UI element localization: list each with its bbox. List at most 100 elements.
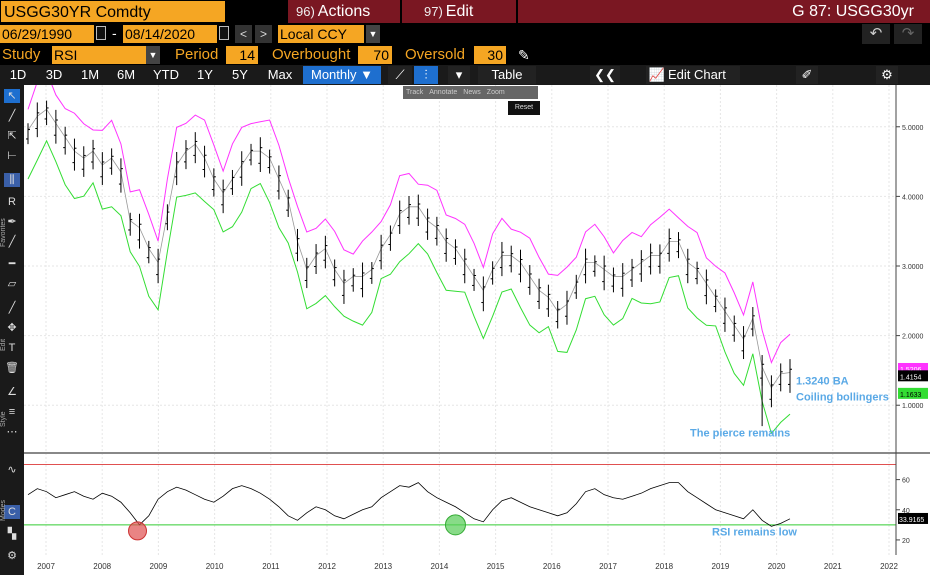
text-tool-icon[interactable]: T [8,342,16,354]
rsi-y-tick-label: 40 [902,508,910,515]
title-bar: USGG30YR Comdty 96) Actions 97) Edit G 87:… [0,0,930,23]
x-tick-label: 2020 [768,562,786,571]
period-button-1y[interactable]: 1Y [197,67,213,82]
oversold-label: Oversold [405,46,466,63]
lower-band-price-label-bg [898,387,928,399]
date-separator: - [112,25,117,41]
line-width-icon[interactable]: ≡ [8,406,16,418]
arrow-tool-icon[interactable]: ⇱ [7,130,17,142]
period-button-3d[interactable]: 3D [45,67,63,82]
favorites-label: Favorites [0,218,7,247]
y-tick-label: 1.0000 [902,403,924,410]
period-button-ytd[interactable]: YTD [153,67,179,82]
trend-tool-icon[interactable]: ⊢ [7,150,17,162]
mode-c-icon[interactable]: C [4,505,20,519]
overbought-field[interactable]: 70 [358,46,392,64]
rsi-y-tick-label: 20 [902,538,910,545]
start-date-field[interactable]: 06/29/1990 [0,25,94,43]
study-label: Study [2,46,41,63]
period-button-6m[interactable]: 6M [116,67,136,82]
settings-icon[interactable]: ⚙ [7,550,17,562]
pencil-icon[interactable]: ✎ [518,47,530,63]
x-tick-label: 2009 [150,562,168,571]
period-field[interactable]: 14 [226,46,258,64]
rsi-line [27,482,791,527]
cycles-icon[interactable]: ∿ [7,464,17,476]
calendar-icon[interactable] [96,26,106,40]
x-tick-label: 2022 [880,562,898,571]
x-tick-label: 2017 [599,562,617,571]
chart-toolbar: 1D 3D 1M 6M YTD 1Y 5Y Max Monthly ▼ ⟋ ⫶ ▾ Table… [0,65,930,85]
angle-tool-icon[interactable]: ∠ [7,386,17,398]
period-button-1m[interactable]: 1M [80,67,100,82]
actions-button[interactable]: 96) Actions [288,0,400,23]
study-bar: Study RSI ▼ Period 14 Overbought 70 Over… [0,44,930,65]
horizontal-line-icon[interactable]: ━ [8,258,16,270]
x-tick-label: 2015 [487,562,505,571]
track-button[interactable]: Track [406,89,424,96]
fib-tool-icon[interactable]: ⫼ [4,173,20,187]
currency-dropdown-icon[interactable]: ▼ [366,25,380,43]
edit-number: 97) [424,4,443,19]
reset-button[interactable]: Reset [508,101,540,115]
y-tick-label: 5.0000 [902,125,924,132]
x-tick-label: 2013 [374,562,392,571]
study-field[interactable]: RSI [52,46,148,64]
ruler-icon[interactable]: ▱ [7,278,17,290]
period-button-max[interactable]: Max [267,67,293,82]
security-ticker-field[interactable]: USGG30YR Comdty [0,0,226,23]
brush-icon[interactable]: ╱ [8,302,16,314]
x-tick-label: 2011 [262,562,280,571]
x-tick-label: 2019 [712,562,730,571]
modes-section-label: Modes [0,499,7,521]
edit-section-label: Edit [0,338,7,351]
brush-tool-icon[interactable]: ╱ [8,236,16,248]
delete-icon[interactable]: 🗑 [5,362,19,374]
zoom-button[interactable]: Zoom [486,89,505,96]
period-button-1d[interactable]: 1D [9,67,27,82]
edit-chart-icon[interactable]: 📈 [646,66,668,84]
chart-canvas[interactable]: 2007 2008 2009 2010 2011 2012 2013 2014 2015 2016… [24,85,930,575]
period-button-5y[interactable]: 5Y [232,67,248,82]
redo-icon[interactable]: ↷ [894,24,922,44]
move-icon[interactable]: ✥ [7,322,17,334]
study-dropdown-icon[interactable]: ▼ [146,46,160,64]
line-style-icon[interactable]: ⋯ [6,426,18,438]
currency-field[interactable]: Local CCY [278,25,364,43]
edit-chart-button[interactable]: Edit Chart [668,66,740,84]
mode-grid-icon[interactable]: ▚ [7,528,17,540]
annotation-ba: 1.3240 BA [796,375,849,387]
end-date-field[interactable]: 08/14/2020 [123,25,217,43]
upper-bollinger-band [27,85,791,364]
oversold-field[interactable]: 30 [474,46,506,64]
annotation-rsi-low: RSI remains low [712,526,797,538]
table-button[interactable]: Table [478,66,536,84]
draw-tool-icon[interactable]: ✐ [796,66,818,84]
rsi-oversold-marker-red [128,521,148,541]
chart-type-dropdown-icon[interactable]: ▾ [448,66,470,84]
rsi-y-tick-label: 60 [902,478,910,485]
undo-icon[interactable]: ↶ [862,24,890,44]
pitchfork-icon[interactable]: R [8,196,16,208]
bar-chart-icon[interactable]: ⫶ [414,66,438,84]
frequency-dropdown[interactable]: Monthly ▼ [303,66,381,84]
pen-tool-icon[interactable]: ✒ [7,216,17,228]
calendar-icon[interactable] [219,26,229,40]
x-tick-label: 2008 [93,562,111,571]
cursor-icon[interactable]: ↖ [4,89,20,103]
annotate-button[interactable]: Annotate [429,89,458,96]
previous-period-button[interactable]: < [235,25,252,43]
x-tick-label: 2012 [318,562,336,571]
line-tool-icon[interactable]: ╱ [8,110,16,122]
edit-button[interactable]: 97) Edit [402,0,516,23]
annotation-pierce: The pierce remains [690,428,790,440]
settings-gear-icon[interactable]: ⚙ [876,66,898,84]
line-chart-icon[interactable]: ⟋ [388,66,412,84]
next-period-button[interactable]: > [255,25,272,43]
x-tick-label: 2010 [206,562,224,571]
chart-title: G 87: USGG30yr [792,3,914,20]
lower-bollinger-band [27,139,791,435]
news-button[interactable]: News [463,89,481,96]
collapse-icon[interactable]: ❮❮ [590,66,620,84]
last-price-label: 1.4154 [900,374,922,381]
